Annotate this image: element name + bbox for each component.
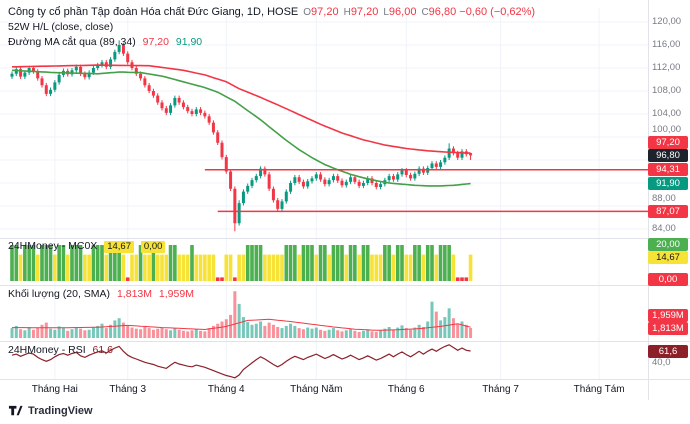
time-axis-month-label: Tháng 7 xyxy=(482,384,519,395)
open-value: 97,20 xyxy=(311,6,339,18)
ma-short-value: 91,90 xyxy=(175,36,203,48)
axis-tick-label: 84,00 xyxy=(652,223,676,234)
time-axis-month-label: Tháng 3 xyxy=(109,384,147,395)
mc0x-legend-row[interactable]: 24HMoney - MC0X 14,67 0,00 xyxy=(8,240,166,253)
axis-price-badge: 20,00 xyxy=(648,237,688,251)
horizontal-level-lines[interactable] xyxy=(204,168,648,213)
mc0x-legend-label: 24HMoney - MC0X xyxy=(8,240,98,252)
axis-price-badge: 1,813M xyxy=(648,321,688,335)
time-axis[interactable]: Tháng Hai Tháng 3 Tháng 4 Tháng Năm Tháng 6 T… xyxy=(0,379,648,400)
axis-price-badge: 87,07 xyxy=(648,204,688,218)
volume-sma-line xyxy=(12,318,471,331)
gridlines xyxy=(0,8,648,379)
time-axis-month-label: Tháng 4 xyxy=(207,384,245,395)
axis-tick-label: 40,0 xyxy=(652,356,671,368)
symbol-title: Công ty cổ phần Tập đoàn Hóa chất Đức Gi… xyxy=(8,6,299,18)
mc0x-histogram xyxy=(10,245,473,281)
indicator-52w-label: 52W H/L (close, close) xyxy=(8,21,114,33)
legend-area: Công ty cổ phần Tập đoàn Hóa chất Đức Gi… xyxy=(8,5,535,50)
change-value: −0,60 (−0,62%) xyxy=(459,6,536,18)
price-axis[interactable]: 97,20 96,80 94,31 91,90 87,07 20,00 14,67 0,00 1… xyxy=(648,0,690,400)
rsi-legend-row[interactable]: 24HMoney - RSI 61,6 xyxy=(8,344,113,357)
volume-legend-label: Khối lượng (20, SMA) xyxy=(8,288,111,300)
time-axis-month-label: Tháng Năm xyxy=(290,384,343,395)
axis-tick-label: 112,00 xyxy=(652,62,681,73)
symbol-legend-row[interactable]: Công ty cổ phần Tập đoàn Hóa chất Đức Gi… xyxy=(8,5,535,20)
axis-tick-label: 88,00 xyxy=(652,193,676,205)
axis-price-badge: 0,00 xyxy=(648,272,688,286)
pane-separators xyxy=(0,0,690,400)
time-axis-month-label: Tháng Tám xyxy=(573,384,625,395)
axis-price-badge: 91,90 xyxy=(648,177,688,191)
indicator-52w-row[interactable]: 52W H/L (close, close) xyxy=(8,20,535,35)
ma-34-line[interactable] xyxy=(11,69,471,187)
axis-price-badge: 1,959M xyxy=(648,308,688,322)
open-label: O xyxy=(303,7,312,18)
ma-89-line[interactable] xyxy=(12,64,471,154)
time-axis-month-label: Tháng Hai xyxy=(31,384,78,395)
indicator-ma-label: Đường MA cắt qua (89, 34) xyxy=(8,36,136,48)
indicator-ma-row[interactable]: Đường MA cắt qua (89, 34) 97,20 91,90 xyxy=(8,35,535,50)
axis-tick-label: 100,00 xyxy=(652,124,682,136)
axis-price-badge: 61,6 xyxy=(648,344,688,358)
rsi-current-value: 61,6 xyxy=(92,344,113,356)
axis-tick-label: 108,00 xyxy=(652,85,682,96)
axis-tick-label: 104,00 xyxy=(652,108,682,119)
high-label: H xyxy=(343,7,351,18)
close-label: C xyxy=(421,7,429,18)
axis-price-badge: 14,67 xyxy=(648,250,688,264)
time-axis-month-label: Tháng 6 xyxy=(387,384,425,395)
brand-name: TradingView xyxy=(28,404,93,417)
mc0x-value-chip: 0,00 xyxy=(140,241,166,253)
tradingview-attribution[interactable]: TradingView xyxy=(8,403,93,418)
candlestick-series xyxy=(10,40,473,232)
tradingview-logo xyxy=(8,405,23,416)
mc0x-value-chip: 14,67 xyxy=(104,241,134,253)
close-value: 96,80 xyxy=(428,6,457,18)
axis-tick-label: 116,00 xyxy=(652,39,681,50)
rsi-legend-label: 24HMoney - RSI xyxy=(8,344,86,356)
ma-long-value: 97,20 xyxy=(142,36,169,48)
axis-price-badge: 94,31 xyxy=(648,163,688,177)
axis-tick-label: 120,00 xyxy=(652,16,682,27)
volume-current-value: 1,813M xyxy=(116,288,152,300)
low-value: 96,00 xyxy=(388,6,417,18)
low-label: L xyxy=(383,7,389,18)
axis-price-badge: 96,80 xyxy=(648,148,688,162)
volume-histogram xyxy=(10,291,473,338)
volume-legend-row[interactable]: Khối lượng (20, SMA) 1,813M 1,959M xyxy=(8,288,194,301)
rsi-line[interactable] xyxy=(11,344,471,379)
volume-sma-value: 1,959M xyxy=(158,288,194,300)
high-value: 97,20 xyxy=(350,6,379,18)
axis-price-badge: 97,20 xyxy=(648,135,688,149)
